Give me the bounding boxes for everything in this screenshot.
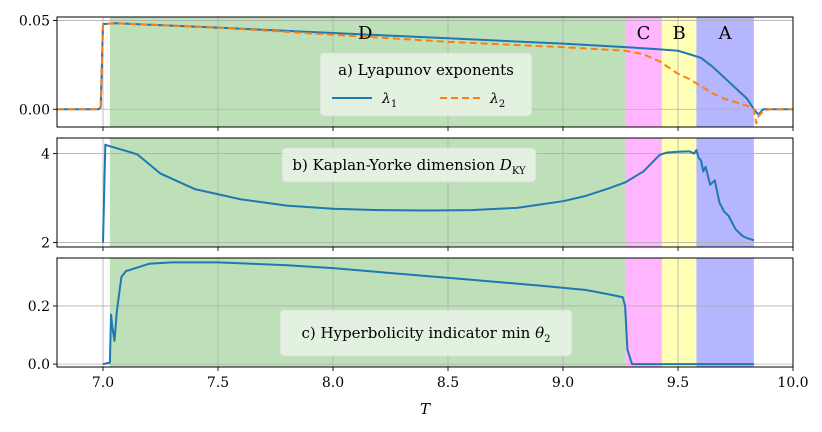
axes-frame	[56, 257, 794, 368]
panel-3: 7.0 7.5 8.0 8.5 9.0 9.5 10.0 0.0 0.2 c) Hyperboli…	[28, 257, 809, 391]
y-tick-label: 0.0	[28, 357, 50, 373]
y-tick-label: 0.2	[28, 299, 50, 315]
chart-panels: 0.00 0.05 D C B Aa) Lyapunov exponents λ1 λ2 2 4 b…	[19, 14, 809, 391]
title-box	[279, 309, 573, 357]
y-tick-label: 0.00	[19, 102, 50, 118]
panel-1: 0.00 0.05 D C B Aa) Lyapunov exponents λ1 λ2	[19, 14, 794, 131]
axes-frame	[56, 137, 794, 248]
x-tick-label: 9.0	[552, 375, 574, 391]
x-tick-label: 9.5	[667, 375, 689, 391]
region-label-B: B	[673, 23, 686, 44]
region-A-band	[696, 138, 754, 247]
x-axis-label: T	[420, 400, 431, 418]
panel-title-c: c) Hyperbolicity indicator min θ2	[302, 324, 551, 345]
panel-2: 2 4 b) Kaplan-Yorke dimension DKY	[41, 137, 794, 252]
region-A-band	[696, 17, 754, 127]
y-tick-label: 2	[41, 236, 50, 252]
region-A-band	[696, 258, 754, 367]
region-C-band	[625, 138, 662, 247]
y-tick-label: 0.05	[19, 14, 50, 30]
region-label-D: D	[358, 23, 372, 44]
x-tick-label: 7.0	[92, 375, 114, 391]
region-B-band	[661, 138, 697, 247]
legend-label-1: λ1	[381, 91, 397, 110]
title-box	[281, 147, 537, 183]
x-tick-label: 8.0	[322, 375, 344, 391]
x-tick-label: 10.0	[777, 375, 808, 391]
series-line-1-2	[57, 22, 793, 125]
panel-title-b: b) Kaplan-Yorke dimension DKY	[292, 156, 526, 177]
region-C-band	[625, 258, 662, 367]
y-tick-label: 4	[41, 147, 50, 163]
region-label-C: C	[637, 23, 651, 44]
series-line-3-1	[102, 261, 754, 366]
legend-box	[319, 52, 533, 117]
region-B-band	[661, 258, 697, 367]
region-C-band	[625, 17, 662, 127]
region-label-A: A	[718, 23, 733, 44]
panel-title-a: a) Lyapunov exponents	[338, 61, 514, 79]
region-B-band	[661, 17, 697, 127]
series-line-2-1	[102, 143, 755, 243]
legend-label-2: λ2	[489, 91, 505, 110]
x-tick-label: 8.5	[437, 375, 459, 391]
x-tick-label: 7.5	[207, 375, 229, 391]
axes-frame	[56, 16, 794, 128]
